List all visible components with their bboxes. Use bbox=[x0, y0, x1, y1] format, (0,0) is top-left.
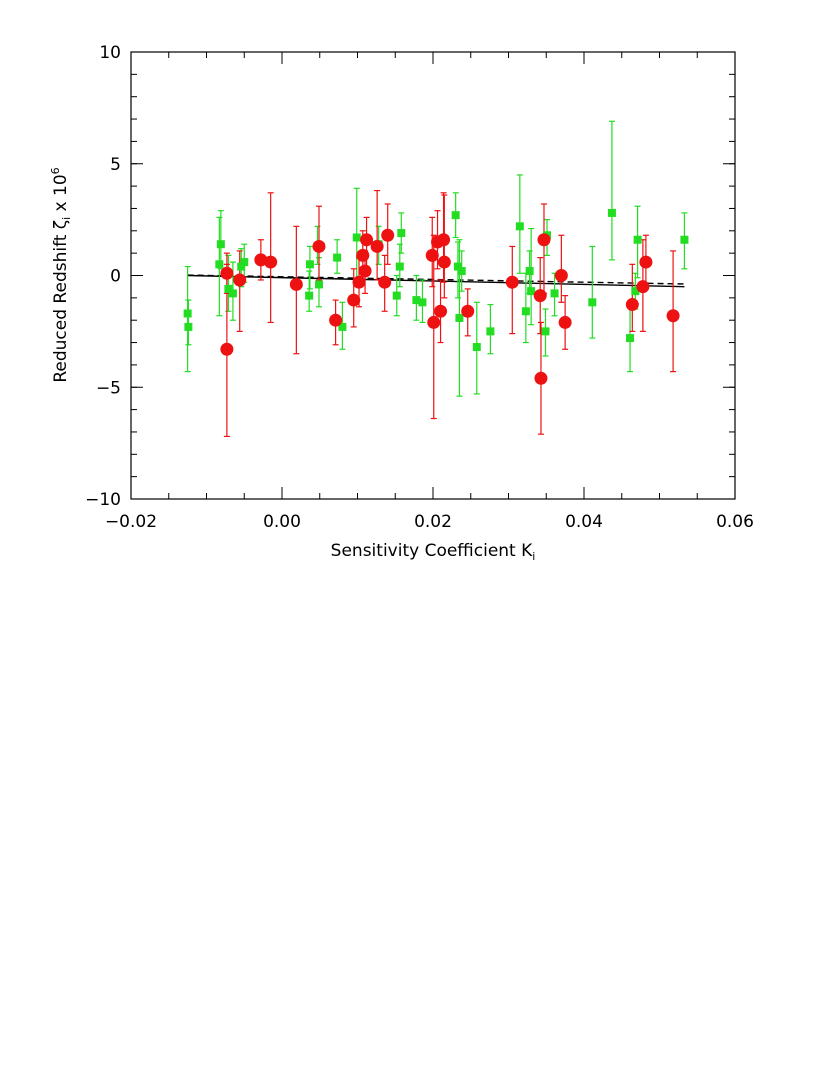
data-point-square bbox=[515, 222, 524, 231]
y-axis-label-symbol: ζ bbox=[51, 220, 71, 229]
data-point-circle bbox=[370, 239, 384, 253]
data-point-square bbox=[418, 298, 427, 307]
data-point-circle bbox=[220, 342, 234, 356]
x-tick-label: −0.02 bbox=[105, 512, 157, 532]
data-point-square bbox=[527, 287, 536, 296]
data-point-circle bbox=[378, 275, 392, 289]
data-point-square bbox=[472, 343, 481, 352]
data-point-square bbox=[216, 240, 225, 249]
data-point-square bbox=[397, 229, 406, 238]
x-tick-labels: −0.02 0.00 0.02 0.04 0.06 bbox=[105, 512, 754, 532]
data-point-circle bbox=[381, 228, 395, 242]
data-point-square bbox=[338, 322, 347, 331]
x-axis-label-subscript: i bbox=[532, 550, 535, 563]
y-tick-label: −10 bbox=[85, 490, 121, 510]
error-bars bbox=[184, 120, 688, 438]
y-tick-label: 10 bbox=[99, 43, 121, 63]
data-point-square bbox=[305, 291, 314, 300]
y-tick-label: 0 bbox=[110, 267, 121, 287]
data-point-circle bbox=[289, 277, 303, 291]
data-point-circle bbox=[437, 255, 451, 269]
x-axis-label: Sensitivity Coefficient Ki bbox=[331, 541, 536, 563]
data-point-circle bbox=[554, 269, 568, 282]
data-point-square bbox=[395, 262, 404, 271]
data-point-square bbox=[333, 253, 342, 262]
data-point-circle bbox=[347, 293, 361, 307]
x-tick-label: 0.02 bbox=[414, 512, 452, 532]
data-point-circle bbox=[264, 255, 278, 269]
data-point-square bbox=[680, 235, 689, 244]
data-point-square bbox=[352, 233, 361, 242]
x-tick-label: 0.00 bbox=[263, 512, 301, 532]
data-point-square bbox=[631, 287, 640, 296]
data-point-square bbox=[455, 313, 464, 322]
data-point-square bbox=[228, 289, 237, 298]
y-axis-label-symbol-subscript: i bbox=[60, 217, 73, 220]
data-point-square bbox=[215, 260, 224, 269]
y-axis-label-suffix: x 10 bbox=[51, 174, 71, 217]
data-point-circle bbox=[425, 248, 439, 262]
data-point-circle bbox=[220, 266, 234, 280]
fit-line-solid bbox=[187, 274, 685, 288]
data-point-circle bbox=[558, 315, 572, 329]
y-tick-label: 5 bbox=[110, 155, 121, 175]
data-point-circle bbox=[666, 309, 680, 323]
data-point-square bbox=[184, 322, 193, 331]
data-point-circle bbox=[352, 275, 366, 289]
data-point-circle bbox=[639, 255, 653, 269]
x-tick-label: 0.06 bbox=[716, 512, 754, 532]
data-point-circle bbox=[636, 280, 650, 294]
data-point-circle bbox=[537, 233, 551, 247]
data-point-circle bbox=[360, 233, 374, 247]
data-point-square bbox=[588, 298, 597, 307]
x-tick-label: 0.04 bbox=[565, 512, 603, 532]
y-axis-label: Reduced Redshift ζi x 106 bbox=[49, 167, 73, 382]
data-point-circle bbox=[254, 253, 268, 267]
data-point-square bbox=[412, 296, 421, 305]
data-point-square bbox=[626, 334, 635, 343]
data-point-square bbox=[392, 291, 401, 300]
data-point-circle bbox=[505, 275, 519, 289]
data-point-square bbox=[237, 262, 246, 271]
fit-lines bbox=[187, 274, 685, 288]
data-point-circle bbox=[461, 304, 475, 318]
y-axis-label-text: Reduced Redshift bbox=[51, 229, 71, 382]
data-point-circle bbox=[427, 315, 441, 329]
data-point-circle bbox=[356, 248, 370, 262]
data-point-square bbox=[550, 289, 559, 298]
data-point-square bbox=[486, 327, 495, 336]
data-point-square bbox=[453, 262, 462, 271]
data-point-square bbox=[521, 307, 530, 316]
data-point-circle bbox=[625, 298, 639, 312]
plot-area bbox=[130, 51, 736, 500]
data-point-square bbox=[525, 267, 534, 276]
data-point-square bbox=[633, 235, 642, 244]
data-point-square bbox=[240, 258, 249, 267]
data-point-circle bbox=[233, 273, 247, 287]
data-point-square bbox=[224, 284, 233, 293]
data-point-circle bbox=[437, 233, 451, 247]
data-point-circle bbox=[434, 304, 448, 318]
axis-ticks bbox=[130, 51, 736, 500]
y-tick-labels: −10 −5 0 5 10 bbox=[85, 43, 121, 510]
data-point-square bbox=[451, 211, 460, 220]
data-point-circle bbox=[358, 264, 372, 278]
data-markers bbox=[183, 208, 689, 385]
data-point-circle bbox=[312, 239, 326, 253]
data-point-square bbox=[305, 260, 314, 269]
y-axis-label-superscript: 6 bbox=[49, 167, 62, 174]
data-point-circle bbox=[534, 371, 548, 385]
data-point-square bbox=[541, 327, 550, 336]
data-point-circle bbox=[329, 313, 343, 327]
data-point-square bbox=[457, 267, 466, 276]
y-tick-label: −5 bbox=[96, 378, 121, 398]
x-axis-label-text: Sensitivity Coefficient K bbox=[331, 541, 533, 561]
data-point-square bbox=[607, 208, 616, 217]
data-point-circle bbox=[533, 289, 547, 303]
data-point-square bbox=[314, 280, 323, 289]
data-point-square bbox=[183, 309, 192, 318]
